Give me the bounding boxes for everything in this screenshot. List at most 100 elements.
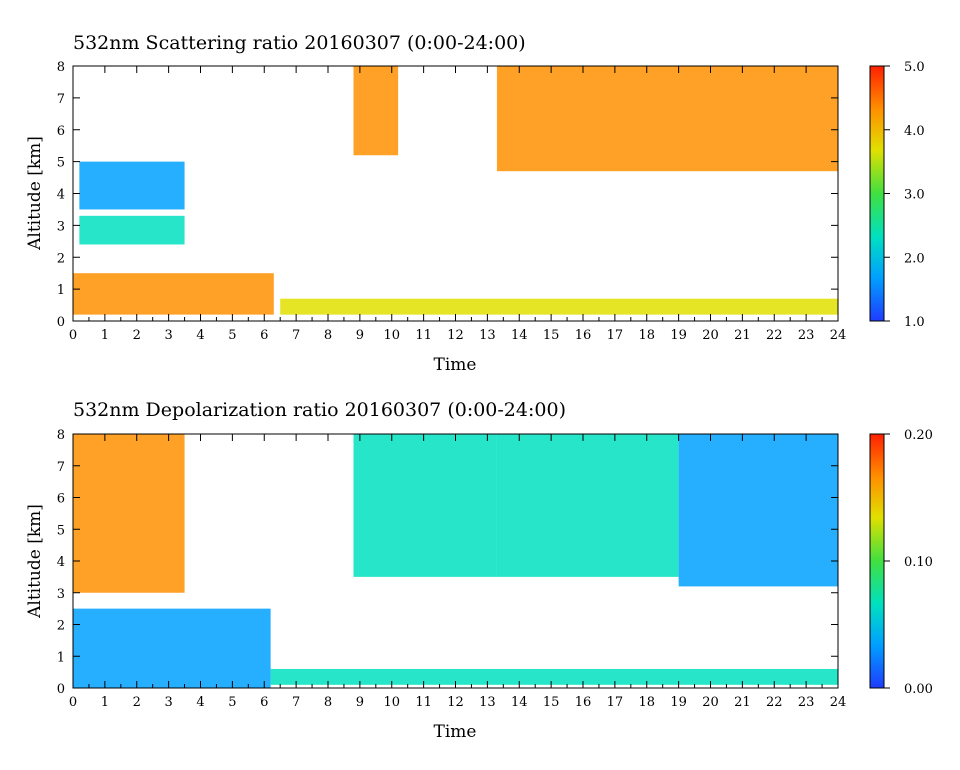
- y-axis-label: Altitude [km]: [25, 136, 45, 251]
- colorbar-ticks: 0.00 0.10 0.20: [884, 428, 933, 697]
- axes: 0 1 2 3 4 5 6 7 8 9 10 11 12 13 14 15 16 17 18 19 20 21 22 23 24…: [57, 428, 847, 710]
- colorbar: [869, 65, 885, 322]
- y-tick-label: 7: [57, 460, 65, 475]
- chart-title: 532nm Scattering ratio 20160307 (0:00-24…: [73, 32, 526, 54]
- y-tick-label: 3: [57, 219, 65, 234]
- x-tick-label: 2: [133, 328, 141, 343]
- y-tick-label: 1: [57, 650, 65, 665]
- colorbar-tick-label: 0.20: [904, 428, 933, 443]
- colorbar-tick-label: 0.10: [904, 555, 933, 570]
- x-tick-label: 15: [543, 695, 560, 710]
- x-tick-label: 21: [734, 328, 751, 343]
- colorbar-ticks: 1.0 2.0 3.0 4.0 5.0: [884, 60, 925, 330]
- plot-area: [73, 434, 838, 688]
- heatmap-region: [73, 273, 274, 315]
- x-tick-label: 9: [356, 695, 364, 710]
- y-tick-label: 6: [57, 124, 65, 139]
- x-axis-label: Time: [434, 355, 477, 375]
- y-tick-label: 2: [57, 619, 65, 634]
- x-tick-label: 9: [356, 328, 364, 343]
- y-tick-label: 1: [57, 283, 65, 298]
- y-tick-label: 8: [57, 428, 65, 443]
- x-tick-label: 21: [734, 695, 751, 710]
- x-tick-label: 12: [447, 695, 464, 710]
- x-tick-label: 0: [69, 695, 77, 710]
- x-tick-label: 8: [324, 328, 332, 343]
- heatmap-region: [496, 434, 679, 577]
- x-tick-label: 7: [292, 328, 300, 343]
- plot-area: [73, 66, 838, 315]
- x-tick-label: 18: [638, 328, 655, 343]
- x-tick-label: 12: [447, 328, 464, 343]
- x-tick-label: 1: [101, 695, 109, 710]
- colorbar-tick-label: 5.0: [904, 60, 925, 75]
- colorbar: [869, 433, 885, 689]
- x-tick-label: 0: [69, 328, 77, 343]
- x-tick-label: 3: [164, 328, 172, 343]
- heatmap-region: [353, 434, 497, 577]
- x-tick-label: 1: [101, 328, 109, 343]
- colorbar-tick-label: 3.0: [904, 188, 925, 203]
- heatmap-region: [73, 434, 185, 593]
- x-tick-label: 8: [324, 695, 332, 710]
- heatmap-region: [79, 215, 185, 245]
- x-tick-label: 10: [383, 328, 400, 343]
- x-tick-label: 24: [830, 328, 847, 343]
- colorbar-tick-label: 0.00: [904, 682, 933, 697]
- x-tick-label: 13: [479, 328, 496, 343]
- colorbar-tick-label: 1.0: [904, 315, 925, 330]
- y-tick-label: 8: [57, 60, 65, 75]
- x-tick-label: 22: [766, 695, 783, 710]
- x-tick-label: 14: [511, 695, 528, 710]
- x-tick-label: 13: [479, 695, 496, 710]
- y-tick-label: 6: [57, 492, 65, 507]
- x-tick-label: 5: [228, 328, 236, 343]
- y-tick-label: 2: [57, 251, 65, 266]
- y-tick-label: 3: [57, 587, 65, 602]
- y-tick-label: 5: [57, 523, 65, 538]
- y-tick-label: 4: [57, 188, 65, 203]
- x-tick-label: 15: [543, 328, 560, 343]
- y-tick-label: 0: [57, 315, 65, 330]
- colorbar-tick-label: 4.0: [904, 124, 925, 139]
- y-tick-label: 0: [57, 682, 65, 697]
- heatmap-region: [280, 298, 838, 315]
- scattering-ratio-panel: 532nm Scattering ratio 20160307 (0:00-24…: [25, 32, 925, 375]
- heatmap-region: [79, 161, 185, 210]
- x-tick-label: 20: [702, 695, 719, 710]
- x-tick-label: 17: [607, 328, 624, 343]
- x-tick-label: 18: [638, 695, 655, 710]
- x-axis-label: Time: [434, 722, 477, 742]
- heatmap-region: [353, 66, 399, 156]
- y-axis-label: Altitude [km]: [25, 504, 45, 619]
- x-tick-label: 24: [830, 695, 847, 710]
- x-tick-label: 10: [383, 695, 400, 710]
- x-tick-label: 14: [511, 328, 528, 343]
- x-tick-label: 2: [133, 695, 141, 710]
- y-tick-label: 7: [57, 92, 65, 107]
- y-tick-label: 4: [57, 555, 65, 570]
- chart-title: 532nm Depolarization ratio 20160307 (0:0…: [73, 399, 566, 421]
- heatmap-region: [678, 434, 838, 587]
- x-tick-label: 4: [196, 695, 204, 710]
- x-tick-label: 19: [670, 695, 687, 710]
- x-tick-label: 6: [260, 328, 268, 343]
- x-tick-label: 23: [798, 328, 815, 343]
- x-tick-label: 4: [196, 328, 204, 343]
- depolarization-ratio-panel: 532nm Depolarization ratio 20160307 (0:0…: [25, 399, 933, 742]
- heatmap-region: [73, 608, 271, 688]
- x-tick-label: 17: [607, 695, 624, 710]
- x-tick-label: 16: [575, 695, 592, 710]
- heatmap-region: [496, 66, 838, 172]
- x-tick-label: 19: [670, 328, 687, 343]
- x-tick-label: 11: [415, 328, 432, 343]
- x-tick-label: 7: [292, 695, 300, 710]
- colorbar-tick-label: 2.0: [904, 251, 925, 266]
- heatmap-region: [270, 668, 838, 685]
- x-tick-label: 22: [766, 328, 783, 343]
- y-tick-label: 5: [57, 156, 65, 171]
- x-tick-label: 16: [575, 328, 592, 343]
- x-tick-label: 23: [798, 695, 815, 710]
